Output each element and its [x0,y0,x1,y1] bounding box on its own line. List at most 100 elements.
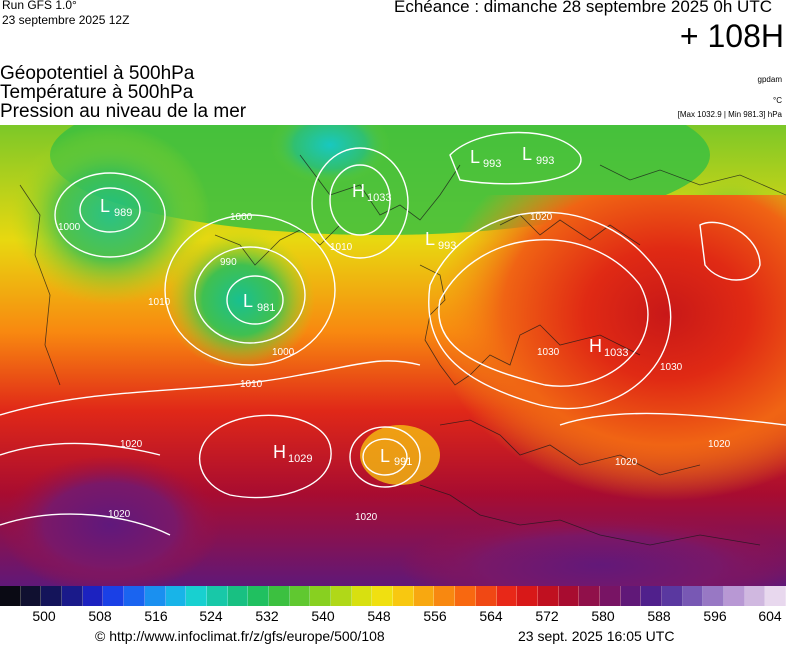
color-swatch [41,586,63,606]
forecast-lead-time: + 108H [679,18,784,54]
color-swatch [372,586,394,606]
color-swatch [331,586,352,606]
color-swatch [703,586,725,606]
color-swatch [434,586,456,606]
title-pressure: Pression au niveau de la mer [0,101,247,122]
scale-tick: 524 [199,608,223,624]
color-swatch [682,586,704,606]
color-swatch [82,586,104,606]
scale-tick: 556 [423,608,447,624]
color-swatch [165,586,187,606]
isobar-label: 1000 [272,347,295,358]
scale-tick: 604 [758,608,782,624]
color-swatch [765,586,786,606]
isobar-label: 1000 [58,222,81,233]
isobar-label: 1020 [708,439,731,450]
isobar-label: 1020 [355,512,378,523]
isobar-label: 1020 [530,212,553,223]
color-swatch [124,586,145,606]
color-swatch [351,586,373,606]
pressure-systems: L 989 L 981 H 1033 L 993 L 993 L 993 H 1033 H 10… [100,144,628,468]
scale-tick: 572 [535,608,559,624]
color-swatch [186,586,207,606]
svg-text:1033: 1033 [367,192,391,204]
svg-text:981: 981 [257,302,275,314]
color-swatch [144,586,166,606]
warm-subtropics-south [400,515,786,586]
cold-pool-north [270,125,390,185]
svg-text:993: 993 [483,158,501,170]
isobar-label: 1010 [330,242,353,253]
svg-text:L: L [380,446,390,466]
weather-map: 1000 1000 990 1000 1010 1020 1020 1020 1… [0,125,786,586]
color-swatch [20,586,42,606]
color-swatch [0,586,21,606]
isobar-label: 1010 [240,379,263,390]
low-991: L 991 [380,446,412,468]
title-geopotential: Géopotentiel à 500hPa [0,63,195,84]
generated-timestamp: 23 sept. 2025 16:05 UTC [518,628,675,644]
svg-text:1033: 1033 [604,347,628,359]
low-981: L 981 [243,291,275,314]
color-swatch [620,586,642,606]
svg-text:993: 993 [438,240,456,252]
isobar-label: 1020 [615,457,638,468]
color-swatch [599,586,621,606]
high-1029: H 1029 [273,442,312,465]
color-swatch [579,586,600,606]
color-swatch [558,586,580,606]
svg-text:1029: 1029 [288,453,312,465]
low-993-a: L 993 [470,147,501,170]
cold-pool-west [10,125,210,305]
svg-text:L: L [425,229,435,249]
cold-pool-atlantic [165,230,315,370]
isobar-label: 1020 [120,439,143,450]
color-swatch [103,586,125,606]
low-993-b: L 993 [522,144,554,167]
color-swatch [455,586,476,606]
color-swatch [227,586,249,606]
color-swatch [517,586,538,606]
color-swatch [268,586,290,606]
svg-text:991: 991 [394,456,412,468]
low-989: L 989 [100,196,132,219]
svg-text:L: L [470,147,480,167]
scale-tick: 588 [647,608,671,624]
svg-text:989: 989 [114,207,132,219]
scale-tick: 580 [591,608,615,624]
isobar-label: 990 [220,257,237,268]
color-swatch [496,586,518,606]
scale-tick: 540 [311,608,335,624]
color-scale-bar [0,586,786,606]
color-swatch [289,586,311,606]
isobars [0,131,786,536]
scale-tick: 508 [88,608,112,624]
color-swatch [310,586,331,606]
svg-text:H: H [589,336,602,356]
forecast-valid-time: Echéance : dimanche 28 septembre 2025 0h… [393,0,772,16]
svg-text:H: H [352,181,365,201]
run-date: 23 septembre 2025 12Z [2,13,130,27]
coastlines [19,154,786,546]
unit-gpdam: gpdam [757,75,782,84]
color-swatch [413,586,435,606]
svg-text:L: L [100,196,110,216]
svg-text:L: L [522,144,532,164]
color-swatch [475,586,497,606]
pressure-max-min: [Max 1032.9 | Min 981.3] hPa [677,110,782,119]
run-title: Run GFS 1.0° [2,0,77,12]
warm-ridge-europe [360,195,786,535]
scale-tick: 596 [703,608,727,624]
source-link[interactable]: © http://www.infoclimat.fr/z/gfs/europe/… [95,628,385,644]
isobar-label: 1030 [537,347,560,358]
high-1033-north: H 1033 [352,181,391,204]
scale-tick: 500 [32,608,56,624]
title-temperature: Température à 500hPa [0,82,194,103]
scale-tick: 516 [144,608,168,624]
scale-tick: 548 [367,608,391,624]
high-1033-europe: H 1033 [589,336,628,359]
isobar-label: 1020 [108,509,131,520]
svg-text:993: 993 [536,155,554,167]
low-993-c: L 993 [425,229,456,252]
scale-tick: 564 [479,608,503,624]
